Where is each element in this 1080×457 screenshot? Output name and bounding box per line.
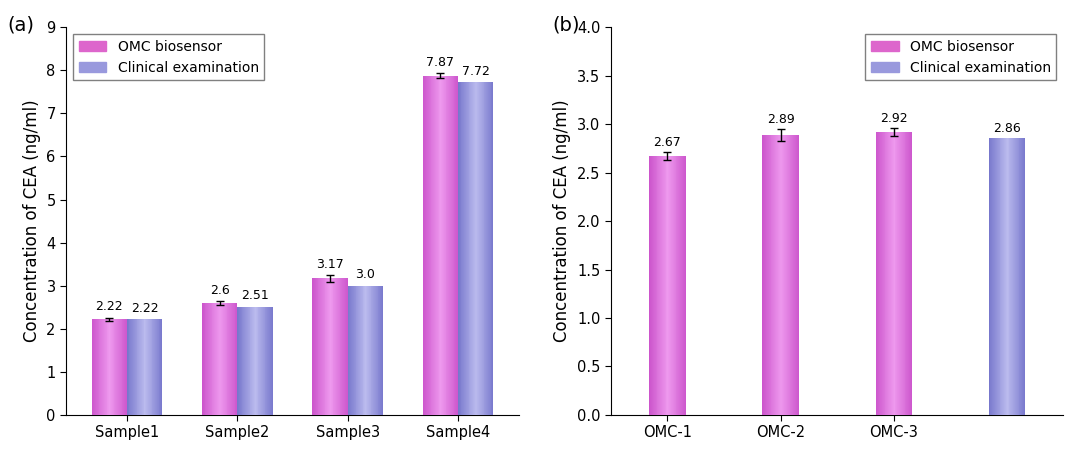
Text: 7.72: 7.72	[461, 65, 489, 78]
Y-axis label: Concentration of CEA (ng/ml): Concentration of CEA (ng/ml)	[23, 100, 41, 342]
Text: (a): (a)	[8, 16, 35, 35]
Text: (b): (b)	[552, 16, 580, 35]
Text: 3.17: 3.17	[316, 258, 343, 271]
Text: 3.0: 3.0	[355, 268, 375, 282]
Text: 2.6: 2.6	[210, 284, 229, 297]
Text: 2.67: 2.67	[653, 136, 681, 149]
Text: 2.86: 2.86	[993, 122, 1021, 135]
Text: 2.89: 2.89	[767, 112, 795, 126]
Legend: OMC biosensor, Clinical examination: OMC biosensor, Clinical examination	[73, 34, 265, 80]
Text: 2.51: 2.51	[241, 289, 269, 303]
Text: 2.22: 2.22	[131, 302, 159, 315]
Text: 2.92: 2.92	[880, 112, 907, 125]
Y-axis label: Concentration of CEA (ng/ml): Concentration of CEA (ng/ml)	[553, 100, 571, 342]
Text: 7.87: 7.87	[427, 56, 455, 69]
Legend: OMC biosensor, Clinical examination: OMC biosensor, Clinical examination	[865, 34, 1056, 80]
Text: 2.22: 2.22	[95, 300, 123, 313]
